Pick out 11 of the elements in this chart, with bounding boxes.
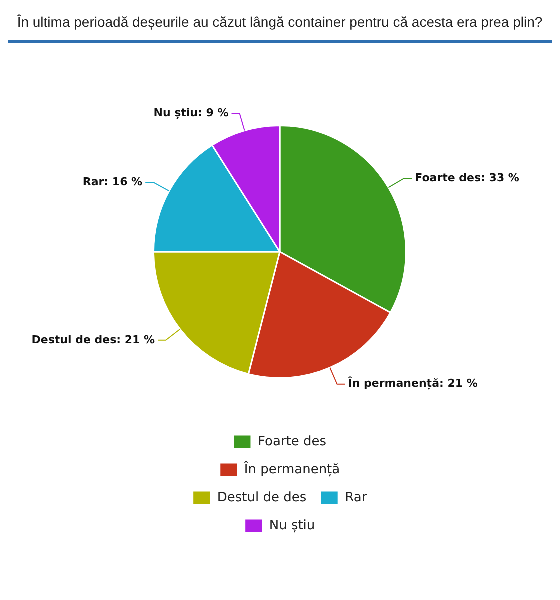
- data-label: Rar: 16 %: [82, 175, 143, 188]
- data-label: Foarte des: 33 %: [415, 171, 520, 184]
- chart-title: În ultima perioadă deșeurile au căzut lângă container pentru că acesta era prea plin?: [8, 8, 552, 43]
- data-label: Destul de des: 21 %: [32, 333, 156, 346]
- legend-label: Nu știu: [269, 518, 316, 534]
- legend-label: Rar: [345, 490, 368, 506]
- data-label: Nu știu: 9 %: [154, 106, 229, 120]
- legend-label: Destul de des: [217, 490, 307, 506]
- data-label: În permanență: 21 %: [348, 376, 478, 390]
- legend-label: Foarte des: [258, 434, 327, 450]
- legend-label: În permanență: [243, 460, 340, 478]
